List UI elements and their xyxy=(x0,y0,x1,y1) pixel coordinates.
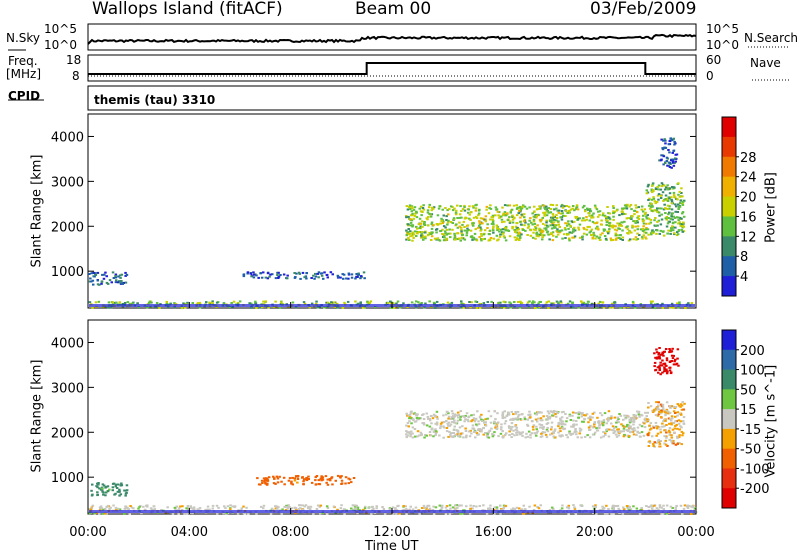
heatmap-region-0-5 xyxy=(658,137,679,169)
colorbar-swatch-0-3 xyxy=(722,176,736,198)
colorbar-swatch-1-7 xyxy=(722,468,736,489)
ytick-label-0-2: 3000 xyxy=(51,175,84,190)
colorbar-swatch-0-2 xyxy=(722,156,736,178)
xtick-label-6: 00:00 xyxy=(677,525,714,540)
freq-panel xyxy=(87,54,697,82)
colorbar-tick-label-1-4: -15 xyxy=(740,423,761,438)
xtick-label-2: 08:00 xyxy=(272,525,309,540)
beam-title: Beam 00 xyxy=(355,0,432,19)
heatmap-region-1-5 xyxy=(645,401,686,448)
colorbar-tick-label-0-6: 28 xyxy=(740,151,757,166)
colorbar-frame-0 xyxy=(721,116,737,297)
nsky-panel xyxy=(87,23,697,51)
nave-label: Nave xyxy=(750,56,781,70)
colorbar-tick-label-1-2: 50 xyxy=(740,383,757,398)
colorbar-swatch-1-1 xyxy=(722,349,736,371)
ytick-label-1-2: 3000 xyxy=(51,381,84,396)
colorbar-frame-1 xyxy=(721,329,737,509)
colorbar-swatch-0-8 xyxy=(722,276,736,297)
nsky-tick-top: 10^5 xyxy=(44,22,77,36)
heatmap-region-0-3 xyxy=(405,203,648,242)
xtick-label-1: 04:00 xyxy=(171,525,208,540)
colorbar-tick-label-0-4: 20 xyxy=(740,191,757,206)
nsearch-tick-top: 10^5 xyxy=(706,22,739,36)
freq-unit: [MHz] xyxy=(6,67,42,81)
colorbar-swatch-0-4 xyxy=(722,196,736,217)
nsky-label: N.Sky xyxy=(6,31,41,45)
colorbar-tick-label-1-6: -100 xyxy=(740,462,770,477)
xtick-label-0: 00:00 xyxy=(69,525,106,540)
colorbar-tick-label-0-2: 12 xyxy=(740,230,757,245)
ytick-label-1-0: 1000 xyxy=(51,471,84,486)
colorbar-swatch-1-5 xyxy=(722,428,736,450)
heatmap-region-1-2 xyxy=(256,474,356,486)
heatmap-frame-0 xyxy=(87,113,697,309)
colorbar-tick-label-1-7: -200 xyxy=(740,482,770,497)
time-xlabel: Time UT xyxy=(365,539,419,554)
cpid-value: themis (tau) 3310 xyxy=(94,93,216,107)
ytick-label-0-3: 4000 xyxy=(51,130,84,145)
colorbar-tick-label-1-1: 100 xyxy=(740,364,765,379)
date-title: 03/Feb/2009 xyxy=(590,0,697,19)
xtick-label-3: 12:00 xyxy=(373,525,410,540)
colorbar-tick-label-0-3: 16 xyxy=(740,210,757,225)
station-title: Wallops Island (fitACF) xyxy=(92,0,283,19)
cpid-panel xyxy=(87,85,697,111)
colorbar-tick-label-1-0: 200 xyxy=(740,344,765,359)
cpid-label: CPID xyxy=(8,89,41,103)
nsearch-tick-bottom: 10^0 xyxy=(706,38,739,52)
heatmap-region-1-3 xyxy=(405,410,647,439)
heatmap-region-1-0 xyxy=(90,482,129,497)
heatmap-region-0-2 xyxy=(242,271,366,280)
colorbar-tick-label-1-3: 15 xyxy=(740,403,757,418)
colorbar-tick-label-0-5: 24 xyxy=(740,171,757,186)
colorbar-swatch-0-6 xyxy=(722,236,736,257)
ytick-label-0-0: 1000 xyxy=(51,265,84,280)
heatmap-frame-1 xyxy=(87,319,697,515)
colorbar-swatch-0-0 xyxy=(722,117,736,138)
colorbar-swatch-0-7 xyxy=(722,256,736,277)
colorbar-tick-label-0-0: 4 xyxy=(740,270,748,285)
freq-tick-bottom: 8 xyxy=(72,69,80,83)
nave-tick-bottom: 0 xyxy=(706,69,714,83)
nsky-tick-bottom: 10^0 xyxy=(44,38,77,52)
freq-tick-top: 18 xyxy=(66,53,82,67)
colorbar-swatch-1-3 xyxy=(722,389,736,410)
ytick-label-0-1: 2000 xyxy=(51,220,84,235)
colorbar-swatch-0-5 xyxy=(722,216,736,237)
xtick-label-5: 20:00 xyxy=(576,525,613,540)
colorbar-swatch-1-6 xyxy=(722,448,736,469)
freq-label: Freq. xyxy=(8,54,38,68)
colorbar-swatch-1-2 xyxy=(722,369,736,390)
ytick-label-1-1: 2000 xyxy=(51,426,84,441)
colorbar-swatch-1-4 xyxy=(722,409,736,430)
ytick-label-1-3: 4000 xyxy=(51,336,84,351)
nsky-line xyxy=(87,33,697,45)
colorbar-tick-label-0-1: 8 xyxy=(740,250,748,265)
colorbar-tick-label-1-5: -50 xyxy=(740,443,761,458)
heatmap-region-0-4 xyxy=(645,182,686,237)
nsearch-label: N.Search xyxy=(744,31,799,45)
xtick-label-4: 16:00 xyxy=(475,525,512,540)
heatmap-region-0-0 xyxy=(88,271,129,286)
colorbar-swatch-1-8 xyxy=(722,488,736,509)
nave-tick-top: 60 xyxy=(706,53,722,67)
colorbar-swatch-1-0 xyxy=(722,330,736,351)
colorbar-swatch-0-1 xyxy=(722,136,736,158)
heatmap-region-1-4 xyxy=(653,347,680,376)
freq-line xyxy=(88,62,696,75)
